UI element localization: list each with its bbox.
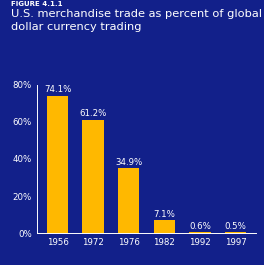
Bar xyxy=(154,220,175,233)
Bar xyxy=(118,169,139,233)
Text: 7.1%: 7.1% xyxy=(153,210,175,219)
Bar xyxy=(189,232,211,233)
Bar xyxy=(82,120,104,233)
Bar xyxy=(225,232,246,233)
Text: 34.9%: 34.9% xyxy=(115,158,142,167)
Text: FIGURE 4.1.1: FIGURE 4.1.1 xyxy=(11,1,62,7)
Bar xyxy=(47,96,68,233)
Text: 0.6%: 0.6% xyxy=(189,222,211,231)
Text: 0.5%: 0.5% xyxy=(224,222,246,231)
Text: 74.1%: 74.1% xyxy=(44,85,71,94)
Text: 61.2%: 61.2% xyxy=(79,109,107,118)
Text: U.S. merchandise trade as percent of global
dollar currency trading: U.S. merchandise trade as percent of glo… xyxy=(11,9,262,32)
